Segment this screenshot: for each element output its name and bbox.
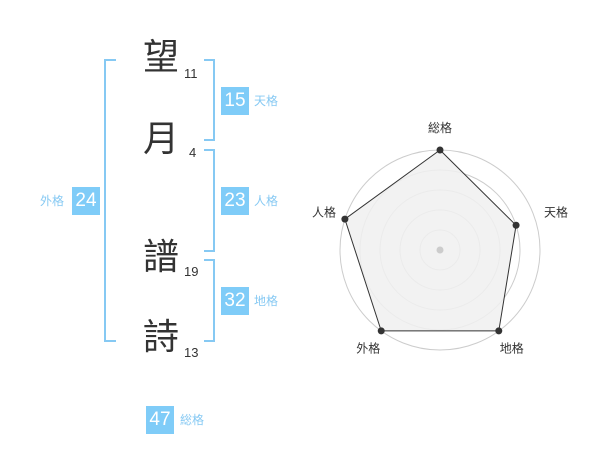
tenkaku-value: 15 — [221, 87, 249, 115]
name-char-4: 詩 — [143, 317, 180, 358]
gaikaku-bracket — [104, 59, 116, 342]
stroke-count-2: 4 — [189, 145, 197, 160]
gaikaku-value: 24 — [72, 187, 100, 215]
jinkaku-bracket — [204, 149, 215, 252]
soukaku-value: 47 — [146, 406, 174, 434]
jinkaku-label: 人格 — [254, 194, 279, 208]
radar-point — [341, 215, 349, 223]
radar-point — [436, 146, 444, 154]
radar-axis-label: 天格 — [544, 204, 568, 219]
radar-point — [495, 327, 503, 335]
radar-axis-label: 地格 — [500, 341, 524, 356]
radar-center — [436, 246, 444, 254]
name-char-1: 望 — [143, 37, 180, 78]
radar-point — [512, 221, 520, 229]
radar-axis-label: 外格 — [356, 341, 380, 356]
tenkaku-label: 天格 — [254, 94, 279, 108]
name-char-2: 月 — [143, 119, 180, 160]
soukaku-label: 総格 — [180, 413, 205, 427]
radar-axis-label: 人格 — [312, 204, 336, 219]
chikaku-label: 地格 — [254, 294, 279, 308]
gaikaku-label: 外格 — [40, 194, 65, 208]
radar-axis-label: 総格 — [428, 120, 452, 135]
chikaku-value: 32 — [221, 287, 249, 315]
radar-point — [377, 327, 385, 335]
name-char-3: 譜 — [143, 237, 180, 278]
tenkaku-bracket — [204, 59, 215, 141]
jinkaku-value: 23 — [221, 187, 249, 215]
stroke-count-4: 13 — [184, 345, 199, 360]
chikaku-bracket — [204, 259, 215, 342]
stroke-count-1: 11 — [184, 66, 198, 81]
stroke-count-3: 19 — [184, 264, 199, 279]
radar-area — [344, 149, 517, 332]
